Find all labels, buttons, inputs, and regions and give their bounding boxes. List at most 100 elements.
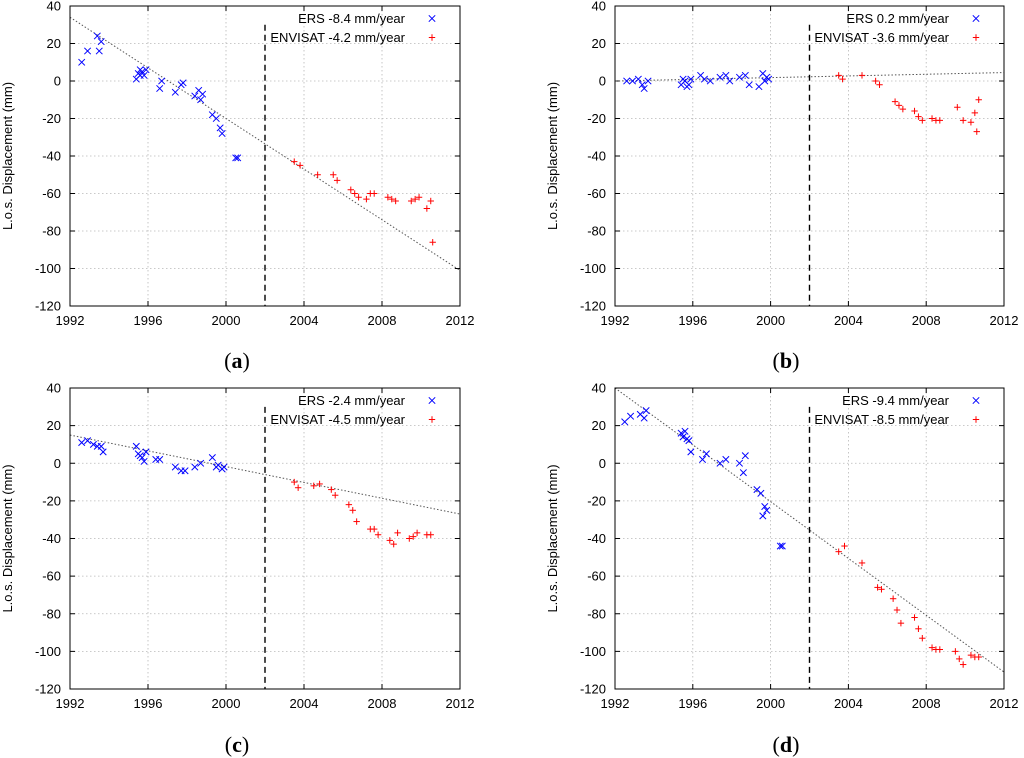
marker-stroke xyxy=(208,454,216,462)
y-tick-label: -120 xyxy=(35,682,61,697)
y-tick-label: 20 xyxy=(47,418,61,433)
plot-area xyxy=(615,24,1004,306)
y-tick-label: -40 xyxy=(587,149,606,164)
ers-point xyxy=(623,77,631,85)
envisat-point xyxy=(427,531,434,538)
chart-panel-b: 1992 1996 2000 2004 2008 2012 40 20 0 -20 -40 -60 -8… xyxy=(545,0,1018,373)
legend-marker xyxy=(972,396,980,405)
ers-point xyxy=(218,129,226,138)
marker-stroke xyxy=(776,542,784,550)
marker-stroke xyxy=(136,71,144,79)
y-tick-label: 20 xyxy=(592,36,606,51)
envisat-point xyxy=(371,525,378,533)
envisat-point xyxy=(390,540,397,548)
marker-stroke xyxy=(716,73,724,81)
ers-point xyxy=(97,442,105,450)
legend-marker xyxy=(972,14,980,23)
ers-point xyxy=(628,77,637,85)
chart-panel-a: 1992 1996 2000 2004 2008 2012 40 20 0 -20 -40 -60 -8… xyxy=(0,0,474,373)
marker-stroke xyxy=(208,111,216,119)
ers-point xyxy=(722,455,730,464)
ers-point xyxy=(735,73,744,81)
panel-label: (d) xyxy=(773,732,800,757)
marker-stroke xyxy=(687,75,695,83)
envisat-point xyxy=(355,194,362,201)
ers-point xyxy=(78,439,86,447)
ers-point xyxy=(171,463,179,471)
panel-label-close: ) xyxy=(792,732,799,757)
y-axis-label: L.o.s. Displacement (mm) xyxy=(0,464,15,612)
envisat-point xyxy=(956,655,963,663)
marker-stroke xyxy=(234,154,242,162)
envisat-point xyxy=(954,104,961,111)
y-tick-label: -40 xyxy=(42,149,61,164)
envisat-point xyxy=(294,484,302,491)
panel-label-letter: d xyxy=(780,732,792,757)
x-tick-label: 2008 xyxy=(368,696,397,711)
envisat-point xyxy=(967,119,975,126)
ers-point xyxy=(763,506,771,514)
y-tick-label: -40 xyxy=(42,531,61,546)
marker-stroke xyxy=(697,71,705,79)
envisat-series xyxy=(291,158,436,246)
marker-stroke xyxy=(623,77,631,85)
ers-point xyxy=(640,84,648,93)
envisat-point xyxy=(314,171,321,178)
marker-stroke xyxy=(745,81,753,89)
legend-label: ERS -8.4 mm/year xyxy=(298,11,406,26)
chart-panel-c: 1992 1996 2000 2004 2008 2012 40 20 0 -20 -40 -60 -8… xyxy=(0,381,474,758)
marker-stroke xyxy=(156,455,164,464)
envisat-point xyxy=(374,531,382,538)
envisat-point xyxy=(936,117,944,124)
envisat-point xyxy=(858,559,866,567)
y-axis-label: L.o.s. Displacement (mm) xyxy=(0,82,15,230)
ers-point xyxy=(757,489,765,497)
envisat-point xyxy=(959,117,967,124)
ers-point xyxy=(197,459,205,467)
x-tick-label: 2008 xyxy=(912,696,941,711)
marker-stroke xyxy=(132,442,140,450)
marker-stroke xyxy=(681,77,689,85)
envisat-point xyxy=(429,239,436,246)
ers-point xyxy=(638,81,646,89)
envisat-point xyxy=(296,162,304,169)
x-tick-label: 1996 xyxy=(678,696,707,711)
ers-point xyxy=(212,114,220,123)
envisat-point xyxy=(330,171,337,178)
envisat-point xyxy=(895,102,903,109)
marker-stroke xyxy=(726,77,734,85)
envisat-point xyxy=(928,115,936,122)
marker-stroke xyxy=(195,86,203,94)
marker-stroke xyxy=(741,71,749,79)
envisat-point xyxy=(936,646,944,653)
x-tick-label: 2008 xyxy=(912,313,941,328)
y-tick-label: 40 xyxy=(592,0,606,14)
envisat-point xyxy=(291,158,298,165)
envisat-point xyxy=(911,107,918,115)
panel-label-close: ) xyxy=(243,348,250,373)
ers-point xyxy=(93,32,101,40)
ers-point xyxy=(191,92,199,100)
envisat-point xyxy=(394,529,401,537)
marker-stroke xyxy=(628,77,637,85)
marker-stroke xyxy=(214,461,222,469)
envisat-point xyxy=(423,205,431,212)
marker-stroke xyxy=(687,448,695,456)
envisat-point xyxy=(911,614,918,621)
ers-point xyxy=(208,454,216,462)
ers-point xyxy=(95,47,103,55)
envisat-point xyxy=(839,75,846,83)
ers-point xyxy=(687,75,695,83)
x-tick-label: 2000 xyxy=(212,313,241,328)
marker-stroke xyxy=(765,75,773,83)
envisat-point xyxy=(975,653,982,661)
legend-marker xyxy=(428,14,436,23)
legend: ERS 0.2 mm/year ENVISAT -3.6 mm/year xyxy=(814,11,980,45)
ers-point xyxy=(745,81,753,89)
marker-stroke xyxy=(698,455,707,464)
panel-label-open: ( xyxy=(773,732,780,757)
x-tick-label: 2004 xyxy=(290,696,319,711)
marker-stroke xyxy=(640,84,648,93)
ers-point xyxy=(232,154,240,162)
y-tick-label: -20 xyxy=(42,493,61,508)
